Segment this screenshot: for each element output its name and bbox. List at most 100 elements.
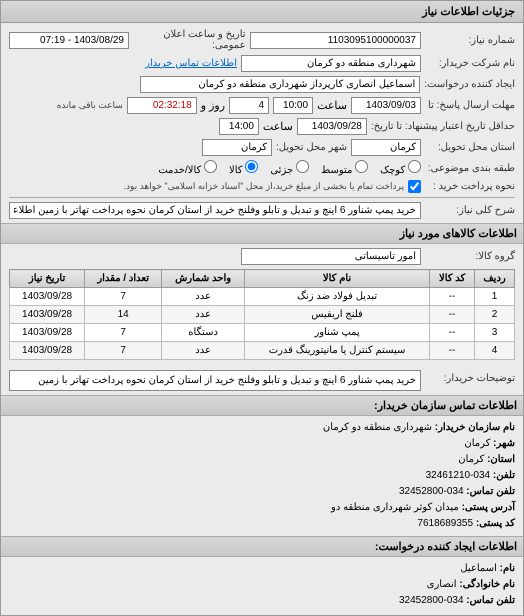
table-cell: 4 <box>475 342 515 360</box>
province: کرمان <box>458 454 484 465</box>
org-name-label: نام سازمان خریدار: <box>435 422 515 433</box>
req-name-label: نام: <box>500 563 515 574</box>
pkg-medium-label[interactable]: متوسط <box>321 160 368 176</box>
remaining-suffix: ساعت باقی مانده <box>57 100 123 111</box>
table-row[interactable]: 4--سیستم کنترل یا مانیتورینگ قدرتعدد7140… <box>10 342 515 360</box>
table-cell: 1403/09/28 <box>10 342 85 360</box>
table-cell: 1403/09/28 <box>10 288 85 306</box>
phone-label: تلفن: <box>493 470 515 481</box>
table-header: تعداد / مقدار <box>85 270 162 288</box>
req-name: اسماعیل <box>460 563 497 574</box>
requester-info-title: اطلاعات ایجاد کننده درخواست: <box>1 536 523 557</box>
delivery-province[interactable] <box>351 139 421 156</box>
remaining-days[interactable] <box>229 97 269 114</box>
pkg-medium-radio[interactable] <box>355 160 368 173</box>
requester-input[interactable] <box>140 76 420 93</box>
table-cell: 14 <box>85 306 162 324</box>
pkg-all-label[interactable]: کالا <box>229 160 258 176</box>
panel-body: شماره نیاز: تاریخ و ساعت اعلان عمومی: نا… <box>1 23 523 615</box>
table-cell: 1403/09/28 <box>10 306 85 324</box>
table-cell: -- <box>430 306 475 324</box>
summary-label: شرح کلی نیاز: <box>425 205 515 216</box>
deadline-reply-date[interactable] <box>351 97 421 114</box>
payment-note: پرداخت تمام یا بخشی از مبلغ خرید،از محل … <box>124 181 404 192</box>
pkg-credit-radio[interactable] <box>204 160 217 173</box>
least-validity-time[interactable] <box>219 118 259 135</box>
goods-table: ردیفکد کالانام کالاواحد شمارشتعداد / مقد… <box>9 269 515 360</box>
request-number-input[interactable] <box>250 32 421 49</box>
org-name: شهرداری منطقه دو کرمان <box>323 422 432 433</box>
buyer-name-input[interactable] <box>241 55 421 72</box>
pkg-credit-label[interactable]: کالا/خدمت <box>158 160 217 176</box>
table-cell: عدد <box>162 306 245 324</box>
delivery-city[interactable] <box>202 139 272 156</box>
goods-info-title: اطلاعات کالاهای مورد نیاز <box>1 223 523 244</box>
table-cell: 3 <box>475 324 515 342</box>
table-cell: -- <box>430 342 475 360</box>
buyer-contact-link[interactable]: اطلاعات تماس خریدار <box>145 58 237 69</box>
details-panel: جزئیات اطلاعات نیاز شماره نیاز: تاریخ و … <box>0 0 524 616</box>
pkg-large-radio[interactable] <box>296 160 309 173</box>
postal: میدان کوثر شهرداری منطقه دو <box>331 502 459 513</box>
table-row[interactable]: 3--پمپ شناوردستگاه71403/09/28 <box>10 324 515 342</box>
table-header: نام کالا <box>244 270 429 288</box>
table-row[interactable]: 1--تبدیل فولاد ضد زنگعدد71403/09/28 <box>10 288 515 306</box>
packaging-label: طبقه بندی موضوعی: <box>425 163 515 174</box>
table-cell: عدد <box>162 288 245 306</box>
table-cell: تبدیل فولاد ضد زنگ <box>244 288 429 306</box>
requester-label: ایجاد کننده درخواست: <box>424 79 515 90</box>
table-cell: 7 <box>85 288 162 306</box>
table-cell: 1 <box>475 288 515 306</box>
city: کرمان <box>464 438 490 449</box>
goods-group-label: گروه کالا: <box>425 251 515 262</box>
buyer-name-label: نام شرکت خریدار: <box>425 58 515 69</box>
postal-label: آدرس پستی: <box>462 502 515 513</box>
city-label: شهر: <box>493 438 515 449</box>
table-cell: سیستم کنترل یا مانیتورینگ قدرت <box>244 342 429 360</box>
table-row[interactable]: 2--فلنج اریفیسعدد141403/09/28 <box>10 306 515 324</box>
deadline-reply-time[interactable] <box>273 97 313 114</box>
pkg-small-radio[interactable] <box>408 160 421 173</box>
public-announce-input[interactable] <box>9 32 129 49</box>
phone: 034-32461210 <box>426 470 491 481</box>
remaining-days-label: روز و <box>201 99 225 112</box>
pkg-small-label[interactable]: کوچک <box>380 160 421 176</box>
table-cell: پمپ شناور <box>244 324 429 342</box>
least-validity-label: حداقل تاریخ اعتبار پیشنهاد: تا تاریخ: <box>371 121 515 132</box>
table-cell: 7 <box>85 324 162 342</box>
fax: 034-32452800 <box>399 486 464 497</box>
summary-input[interactable] <box>9 202 421 219</box>
remaining-time[interactable] <box>127 97 197 114</box>
table-cell: 7 <box>85 342 162 360</box>
province-label: استان: <box>487 454 515 465</box>
table-header: تاریخ نیاز <box>10 270 85 288</box>
delivery-province-label: استان محل تحویل: <box>425 142 515 153</box>
least-validity-time-label: ساعت <box>263 120 293 133</box>
table-header: ردیف <box>475 270 515 288</box>
table-cell: -- <box>430 288 475 306</box>
table-cell: عدد <box>162 342 245 360</box>
deadline-reply-time-label: ساعت <box>317 99 347 112</box>
req-phone: 034-32452800 <box>399 595 464 606</box>
table-header: کد کالا <box>430 270 475 288</box>
delivery-city-label: شهر محل تحویل: <box>276 142 347 153</box>
buyer-desc-label: توضیحات خریدار: <box>425 373 515 384</box>
fax-label: تلفن تماس: <box>466 486 515 497</box>
goods-group-input[interactable] <box>241 248 421 265</box>
least-validity-date[interactable] <box>297 118 367 135</box>
req-family: انصاری <box>427 579 457 590</box>
panel-title: جزئیات اطلاعات نیاز <box>1 1 523 23</box>
table-cell: 1403/09/28 <box>10 324 85 342</box>
table-cell: فلنج اریفیس <box>244 306 429 324</box>
buyer-desc-box: خرید پمپ شناور 6 اینچ و تبدیل و تابلو وف… <box>9 370 421 391</box>
table-cell: دستگاه <box>162 324 245 342</box>
payment-checkbox[interactable] <box>408 180 421 193</box>
postcode: 7618689355 <box>417 518 473 529</box>
pkg-large-label[interactable]: جزئی <box>270 160 309 176</box>
request-number-label: شماره نیاز: <box>425 35 515 46</box>
pkg-all-radio[interactable] <box>245 160 258 173</box>
buyer-contact-block: نام سازمان خریدار: شهرداری منطقه دو کرما… <box>9 420 515 532</box>
table-header: واحد شمارش <box>162 270 245 288</box>
buyer-contact-title: اطلاعات تماس سازمان خریدار: <box>1 395 523 416</box>
table-cell: 2 <box>475 306 515 324</box>
